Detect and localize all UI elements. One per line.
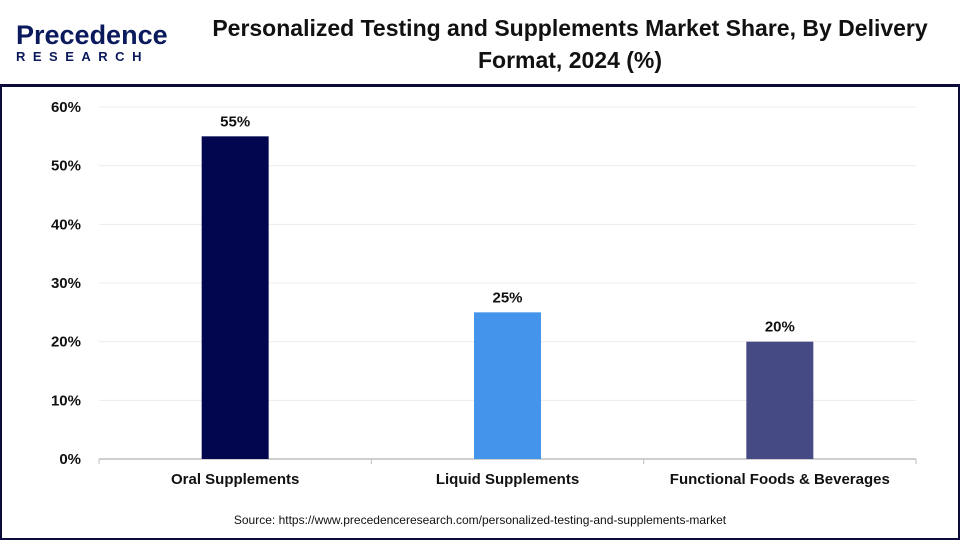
header: Precedence RESEARCH Personalized Testing… [0,0,960,87]
source-note: Source: https://www.precedenceresearch.c… [233,513,727,527]
y-tick-label: 30% [51,275,81,292]
x-category-label: Liquid Supplements [436,471,579,488]
y-tick-label: 40% [51,216,81,233]
bar [201,136,269,460]
x-category-label: Oral Supplements [171,471,299,488]
bar [746,341,814,459]
y-tick-label: 10% [51,392,81,409]
x-category-label: Functional Foods & Beverages [670,471,890,488]
data-label: 55% [220,113,250,130]
y-tick-label: 0% [59,451,81,468]
data-label: 25% [492,289,522,306]
precedence-research-logo: Precedence RESEARCH [16,20,168,65]
logo-line1: Precedence [16,20,168,50]
data-label: 20% [765,319,795,336]
y-tick-label: 50% [51,158,81,175]
bar [474,312,541,459]
y-tick-label: 60% [51,99,81,116]
chart-title: Personalized Testing and Supplements Mar… [212,15,928,73]
logo-line2: RESEARCH [16,49,149,64]
y-tick-label: 20% [51,334,81,351]
